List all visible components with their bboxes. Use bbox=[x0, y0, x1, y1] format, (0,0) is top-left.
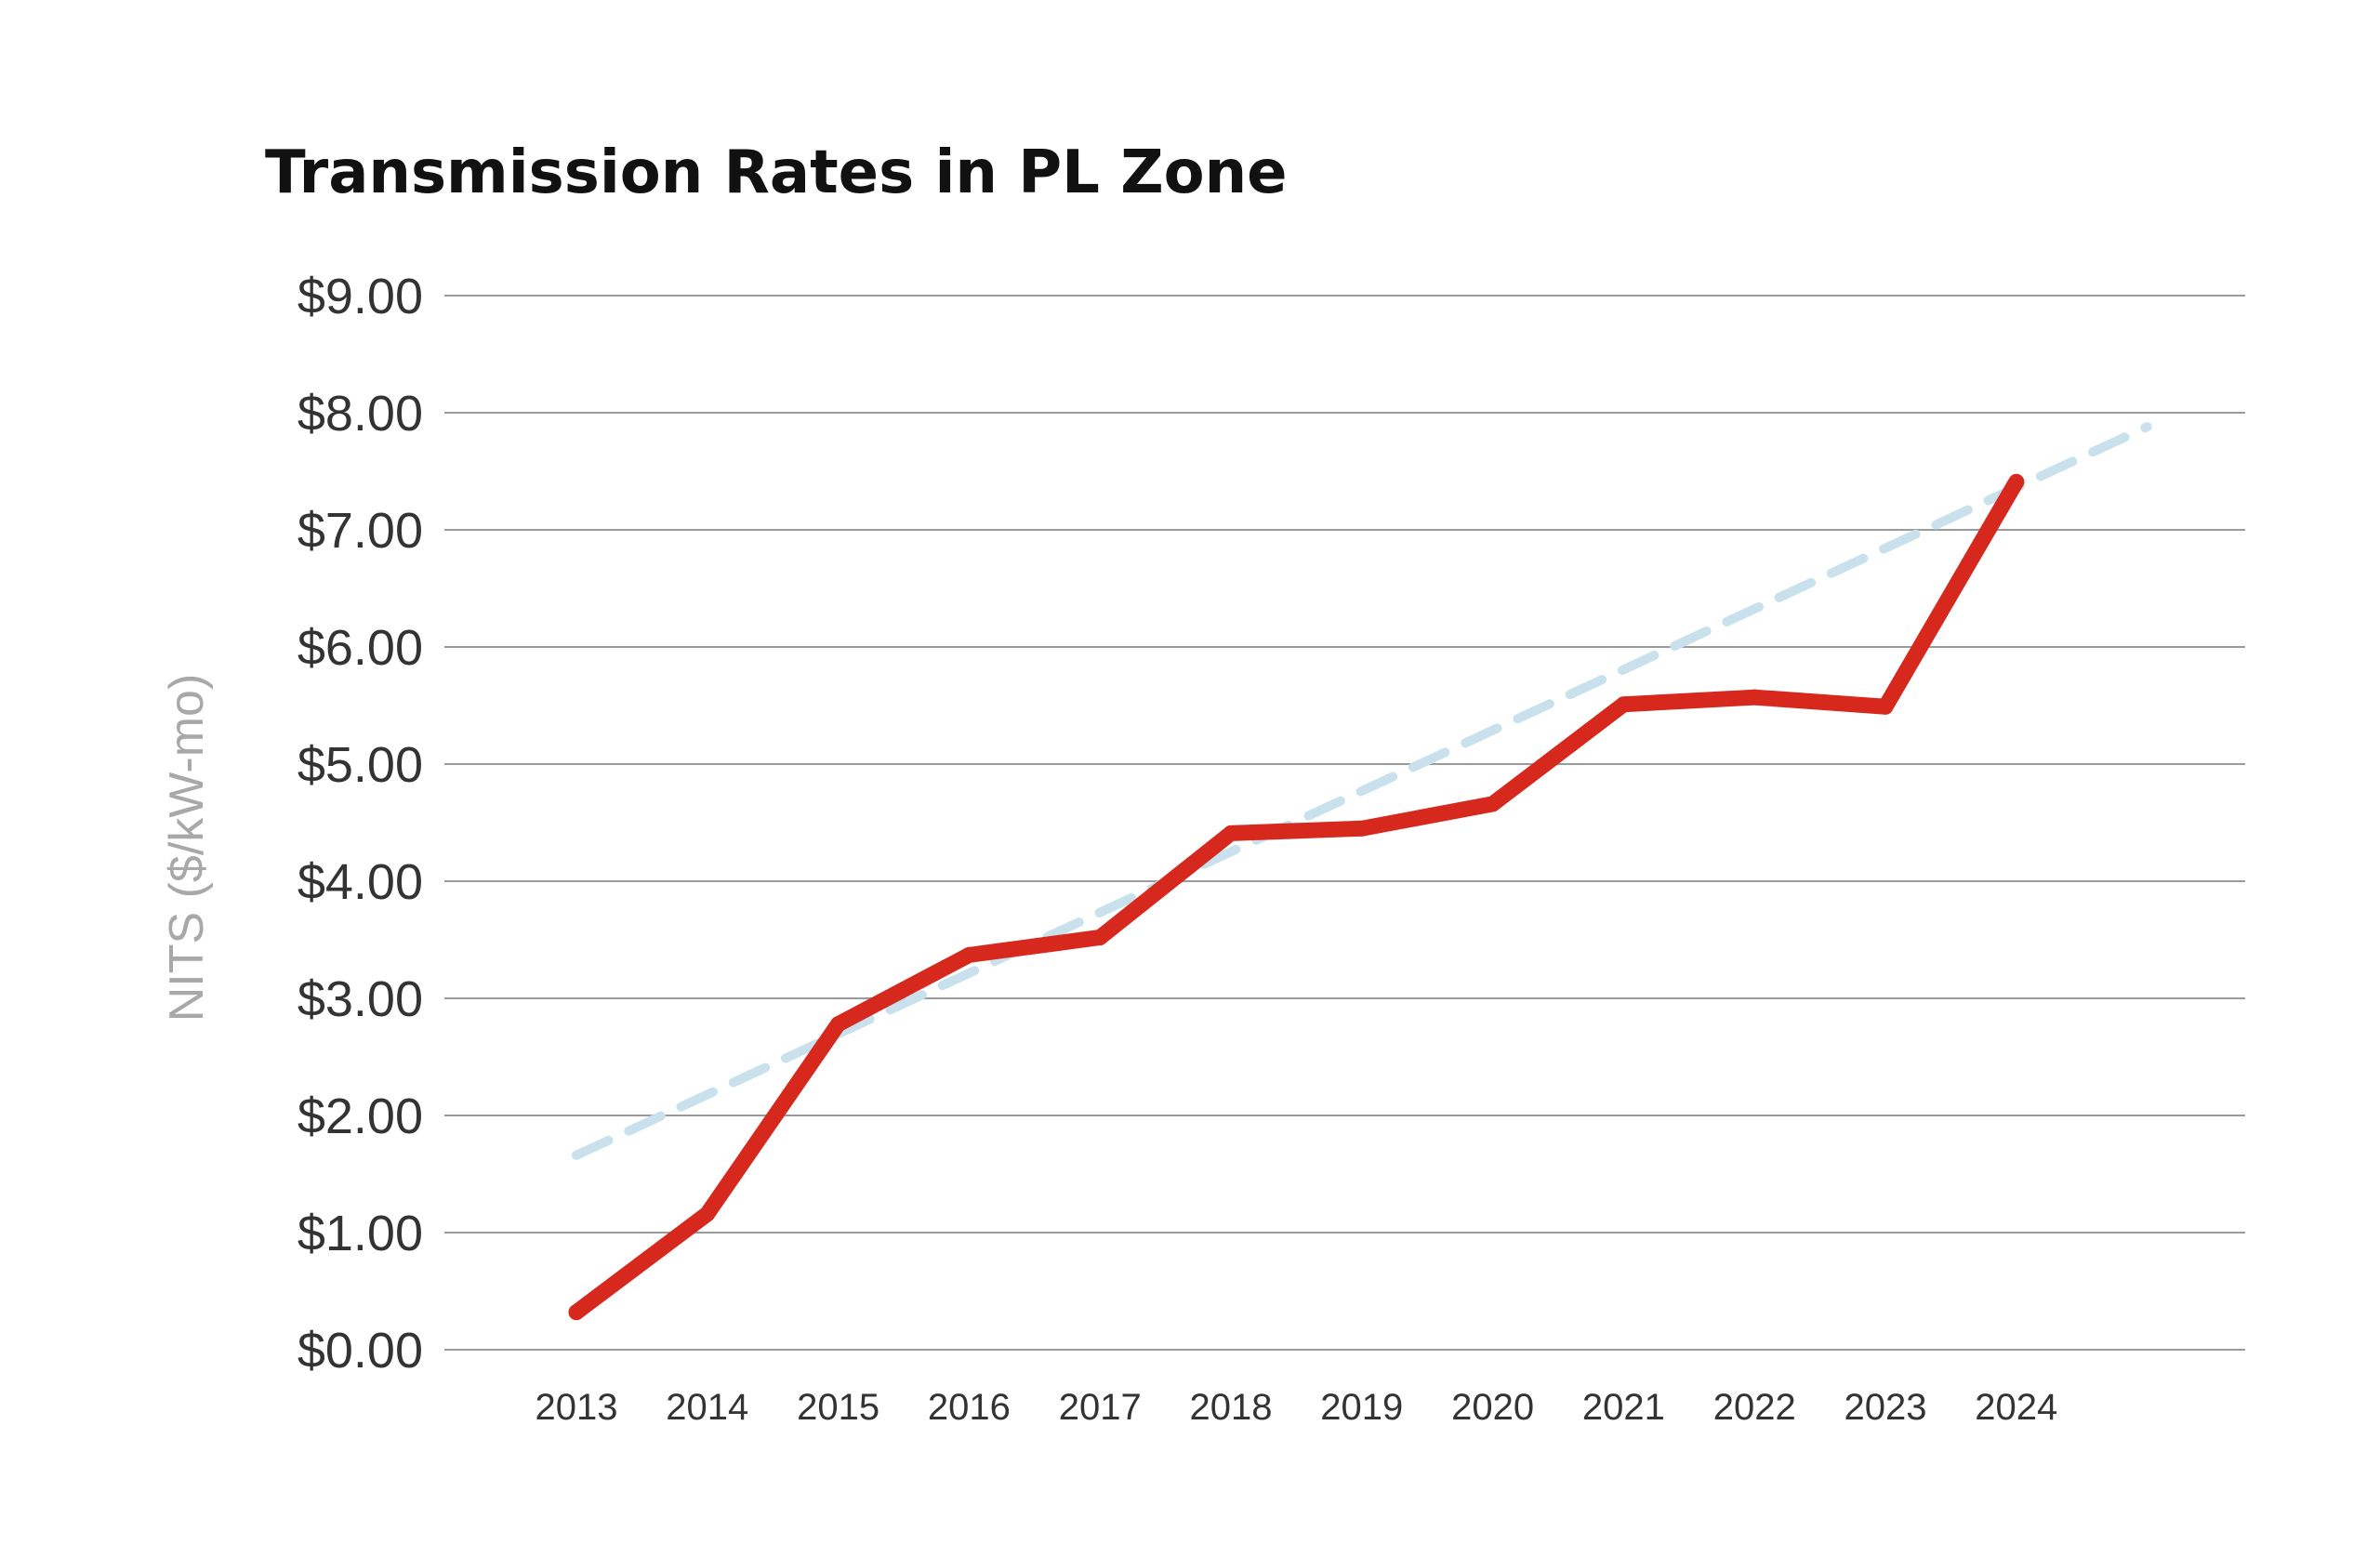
data-point bbox=[2008, 473, 2025, 490]
x-tick-label: 2015 bbox=[797, 1387, 879, 1428]
x-axis-ticks: 2013 2014 2015 2016 2017 2018 2019 2020 2021 2022… bbox=[536, 1387, 2058, 1428]
data-point bbox=[960, 946, 977, 963]
trend-line bbox=[572, 422, 2152, 1160]
x-tick-label: 2021 bbox=[1582, 1387, 1665, 1428]
x-tick-label: 2018 bbox=[1190, 1387, 1273, 1428]
data-point bbox=[1877, 698, 1894, 715]
y-tick-label: $6.00 bbox=[298, 620, 423, 676]
grid bbox=[444, 295, 2245, 1351]
x-tick-label: 2023 bbox=[1844, 1387, 1927, 1428]
data-point bbox=[830, 1016, 847, 1033]
y-tick-label: $0.00 bbox=[298, 1323, 423, 1379]
x-tick-label: 2017 bbox=[1059, 1387, 1142, 1428]
x-tick-label: 2014 bbox=[666, 1387, 748, 1428]
y-axis-label: NITS ($/kW-mo) bbox=[160, 674, 214, 1023]
data-point bbox=[1746, 689, 1763, 706]
data-point bbox=[568, 1304, 585, 1321]
data-point bbox=[1485, 796, 1501, 812]
y-tick-label: $4.00 bbox=[298, 854, 423, 910]
y-tick-label: $3.00 bbox=[298, 971, 423, 1027]
y-tick-label: $2.00 bbox=[298, 1089, 423, 1144]
chart-title: Transmission Rates in PL Zone bbox=[265, 139, 1288, 207]
series-layer bbox=[568, 422, 2152, 1321]
data-point bbox=[699, 1206, 716, 1222]
x-tick-label: 2024 bbox=[1975, 1387, 2057, 1428]
x-tick-label: 2016 bbox=[928, 1387, 1011, 1428]
data-point bbox=[1091, 929, 1108, 945]
x-tick-label: 2022 bbox=[1713, 1387, 1796, 1428]
data-point bbox=[1354, 820, 1370, 837]
data-point bbox=[1615, 696, 1632, 713]
x-tick-label: 2013 bbox=[536, 1387, 618, 1428]
y-tick-label: $8.00 bbox=[298, 386, 423, 442]
x-tick-label: 2020 bbox=[1451, 1387, 1534, 1428]
y-tick-label: $7.00 bbox=[298, 503, 423, 559]
y-tick-label: $9.00 bbox=[298, 269, 423, 324]
series-line bbox=[568, 473, 2025, 1321]
x-tick-label: 2019 bbox=[1320, 1387, 1403, 1428]
y-tick-label: $5.00 bbox=[298, 737, 423, 793]
y-axis-ticks: $0.00 $1.00 $2.00 $3.00 $4.00 $5.00 $6.00 $7.00… bbox=[298, 269, 423, 1379]
y-tick-label: $1.00 bbox=[298, 1206, 423, 1261]
data-point bbox=[1223, 825, 1239, 841]
